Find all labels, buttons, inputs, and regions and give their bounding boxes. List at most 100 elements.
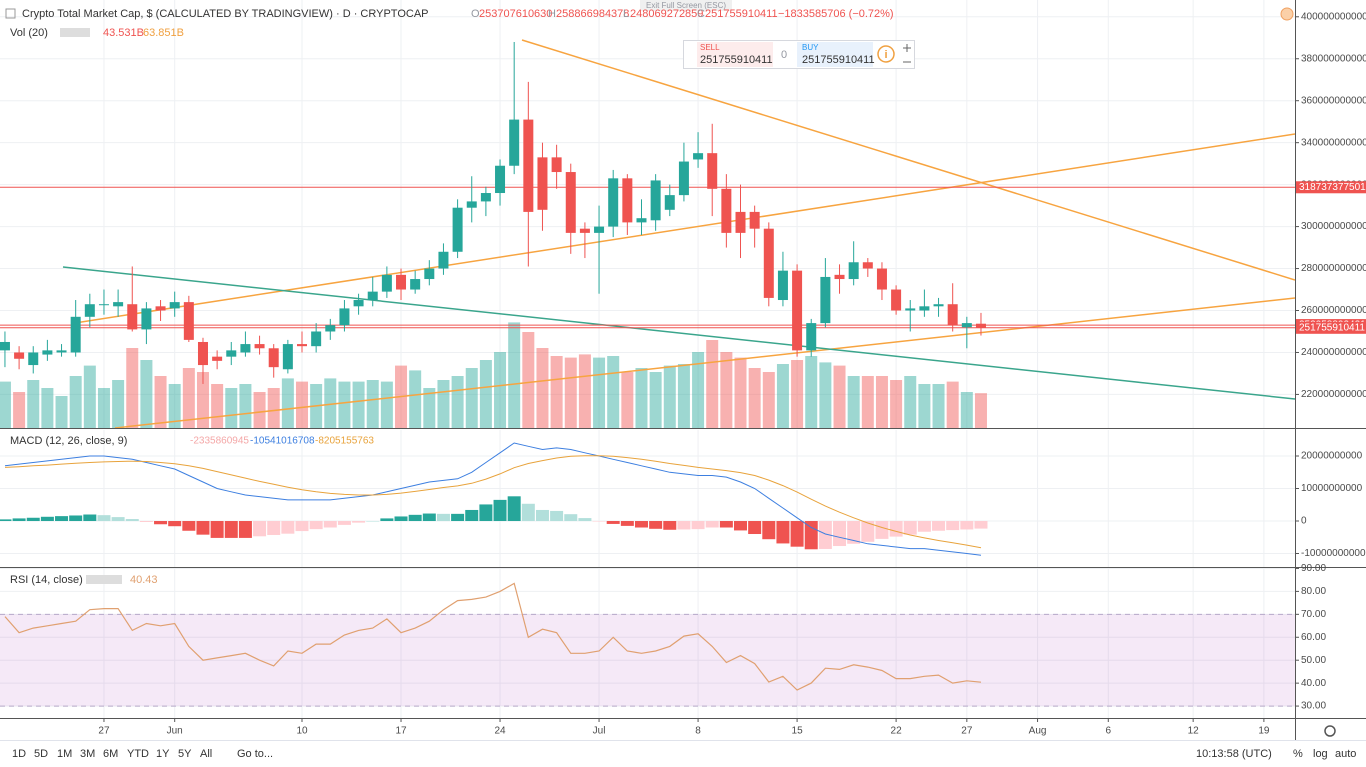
candle-body xyxy=(678,161,689,196)
spread: 0 xyxy=(781,49,787,61)
alert-icon[interactable] xyxy=(1280,7,1294,21)
collapse-icon[interactable] xyxy=(5,8,16,19)
scale-option[interactable]: % xyxy=(1293,748,1303,760)
scale-option[interactable]: log xyxy=(1313,748,1328,760)
macd-line xyxy=(4,442,982,556)
price-label: 251755910411 xyxy=(1299,322,1365,333)
exit-full-screen-label[interactable]: Exit Full Screen (ESC) xyxy=(646,1,726,10)
candle-body xyxy=(622,178,633,223)
price-label: 318737377501 xyxy=(1299,182,1366,193)
ohlc-key: O xyxy=(471,8,480,20)
x-tick-label: 15 xyxy=(792,726,804,737)
volume-bar xyxy=(112,380,125,428)
macd-histogram-bar xyxy=(734,521,748,531)
candle-body xyxy=(480,193,491,202)
macd-histogram-bar xyxy=(974,521,988,529)
buy-button[interactable] xyxy=(797,42,873,67)
info-icon[interactable] xyxy=(877,45,895,63)
indicator-icons[interactable] xyxy=(60,28,90,37)
change: −1833585706 (−0.72%) xyxy=(778,8,894,20)
macd-histogram-bar xyxy=(139,521,153,522)
macd-histogram-bar xyxy=(40,516,54,522)
macd-histogram-bar xyxy=(0,519,12,522)
volume-bar xyxy=(69,376,82,428)
macd-histogram-bar xyxy=(451,513,465,522)
scale-option[interactable]: auto xyxy=(1335,748,1356,760)
trendline xyxy=(74,133,1295,324)
volume-bar xyxy=(423,388,436,428)
volume-bar xyxy=(83,365,96,428)
sell-price[interactable]: 251755910411 xyxy=(700,54,773,66)
macd-histogram-bar xyxy=(550,510,564,522)
volume-bar xyxy=(890,380,903,428)
candle-body xyxy=(70,316,81,353)
candle-body xyxy=(113,302,124,307)
buy-price[interactable]: 251755910411 xyxy=(802,54,875,66)
y-tick-label: 30.00 xyxy=(1301,701,1326,712)
indicators xyxy=(0,442,988,691)
x-tick-label: 12 xyxy=(1188,726,1200,737)
go-to[interactable]: Go to... xyxy=(237,748,273,760)
candle-body xyxy=(297,344,308,347)
volume-bar xyxy=(578,354,591,428)
sell-button[interactable] xyxy=(697,42,773,67)
volume-bar xyxy=(564,357,577,428)
candle-body xyxy=(410,279,421,290)
macd-histogram-bar xyxy=(83,514,97,522)
range-button[interactable]: 3M xyxy=(80,748,95,760)
macd-histogram-bar xyxy=(168,521,182,527)
y-tick-label: 90.00 xyxy=(1301,563,1326,574)
y-tick-label: 360000000000 xyxy=(1301,95,1366,106)
candle-body xyxy=(197,341,208,366)
candle-body xyxy=(594,226,605,233)
candle-body xyxy=(438,251,449,269)
macd-histogram-bar xyxy=(521,503,535,522)
sell-label[interactable]: SELL xyxy=(700,43,720,52)
range-button[interactable]: 1M xyxy=(57,748,72,760)
macd-histogram-bar xyxy=(677,521,691,530)
y-tick-label: 20000000000 xyxy=(1301,451,1363,462)
macd-histogram-bar xyxy=(281,521,295,534)
range-button[interactable]: 5D xyxy=(34,748,48,760)
macd-histogram-bar xyxy=(592,521,606,522)
ohlc-key: H xyxy=(548,8,556,20)
candle-body xyxy=(155,306,166,311)
candle-body xyxy=(707,153,718,189)
candle-body xyxy=(650,180,661,221)
range-button[interactable]: 1Y xyxy=(156,748,170,760)
candle-body xyxy=(820,276,831,324)
range-button[interactable]: 1D xyxy=(12,748,26,760)
volume-bar xyxy=(168,384,181,428)
volume-bar xyxy=(536,348,549,428)
indicator-icons[interactable] xyxy=(86,575,122,584)
macd-histogram-bar xyxy=(253,521,267,537)
range-button[interactable]: All xyxy=(200,748,212,760)
candle-body xyxy=(353,300,364,307)
macd-histogram-bar xyxy=(507,496,521,522)
range-button[interactable]: 5Y xyxy=(178,748,192,760)
ohlc-value: 251755910411 xyxy=(705,8,778,20)
volume-bar xyxy=(196,372,209,428)
range-button[interactable]: YTD xyxy=(127,748,149,760)
volume-bar xyxy=(154,376,167,428)
candle-body xyxy=(84,304,95,317)
macd-histogram-bar xyxy=(337,521,351,525)
buy-label[interactable]: BUY xyxy=(802,43,819,52)
candle-body xyxy=(891,289,902,311)
trendline xyxy=(521,39,1295,281)
x-tick-label: 22 xyxy=(891,726,903,737)
macd-histogram-bar xyxy=(748,521,762,535)
symbol-title: Crypto Total Market Cap, $ (CALCULATED B… xyxy=(22,8,429,20)
x-tick-label: 8 xyxy=(695,726,701,737)
macd-histogram-bar xyxy=(366,521,380,522)
volume-bar xyxy=(27,380,40,428)
range-button[interactable]: 6M xyxy=(103,748,118,760)
exit-full-screen[interactable] xyxy=(640,0,732,11)
macd-histogram-bar xyxy=(847,521,861,544)
trendline xyxy=(62,266,1295,400)
candle-body xyxy=(975,323,986,328)
candle-body xyxy=(862,262,873,269)
settings-icon[interactable] xyxy=(1324,725,1336,737)
candle-body xyxy=(339,308,350,326)
y-tick-label: 220000000000 xyxy=(1301,389,1366,400)
